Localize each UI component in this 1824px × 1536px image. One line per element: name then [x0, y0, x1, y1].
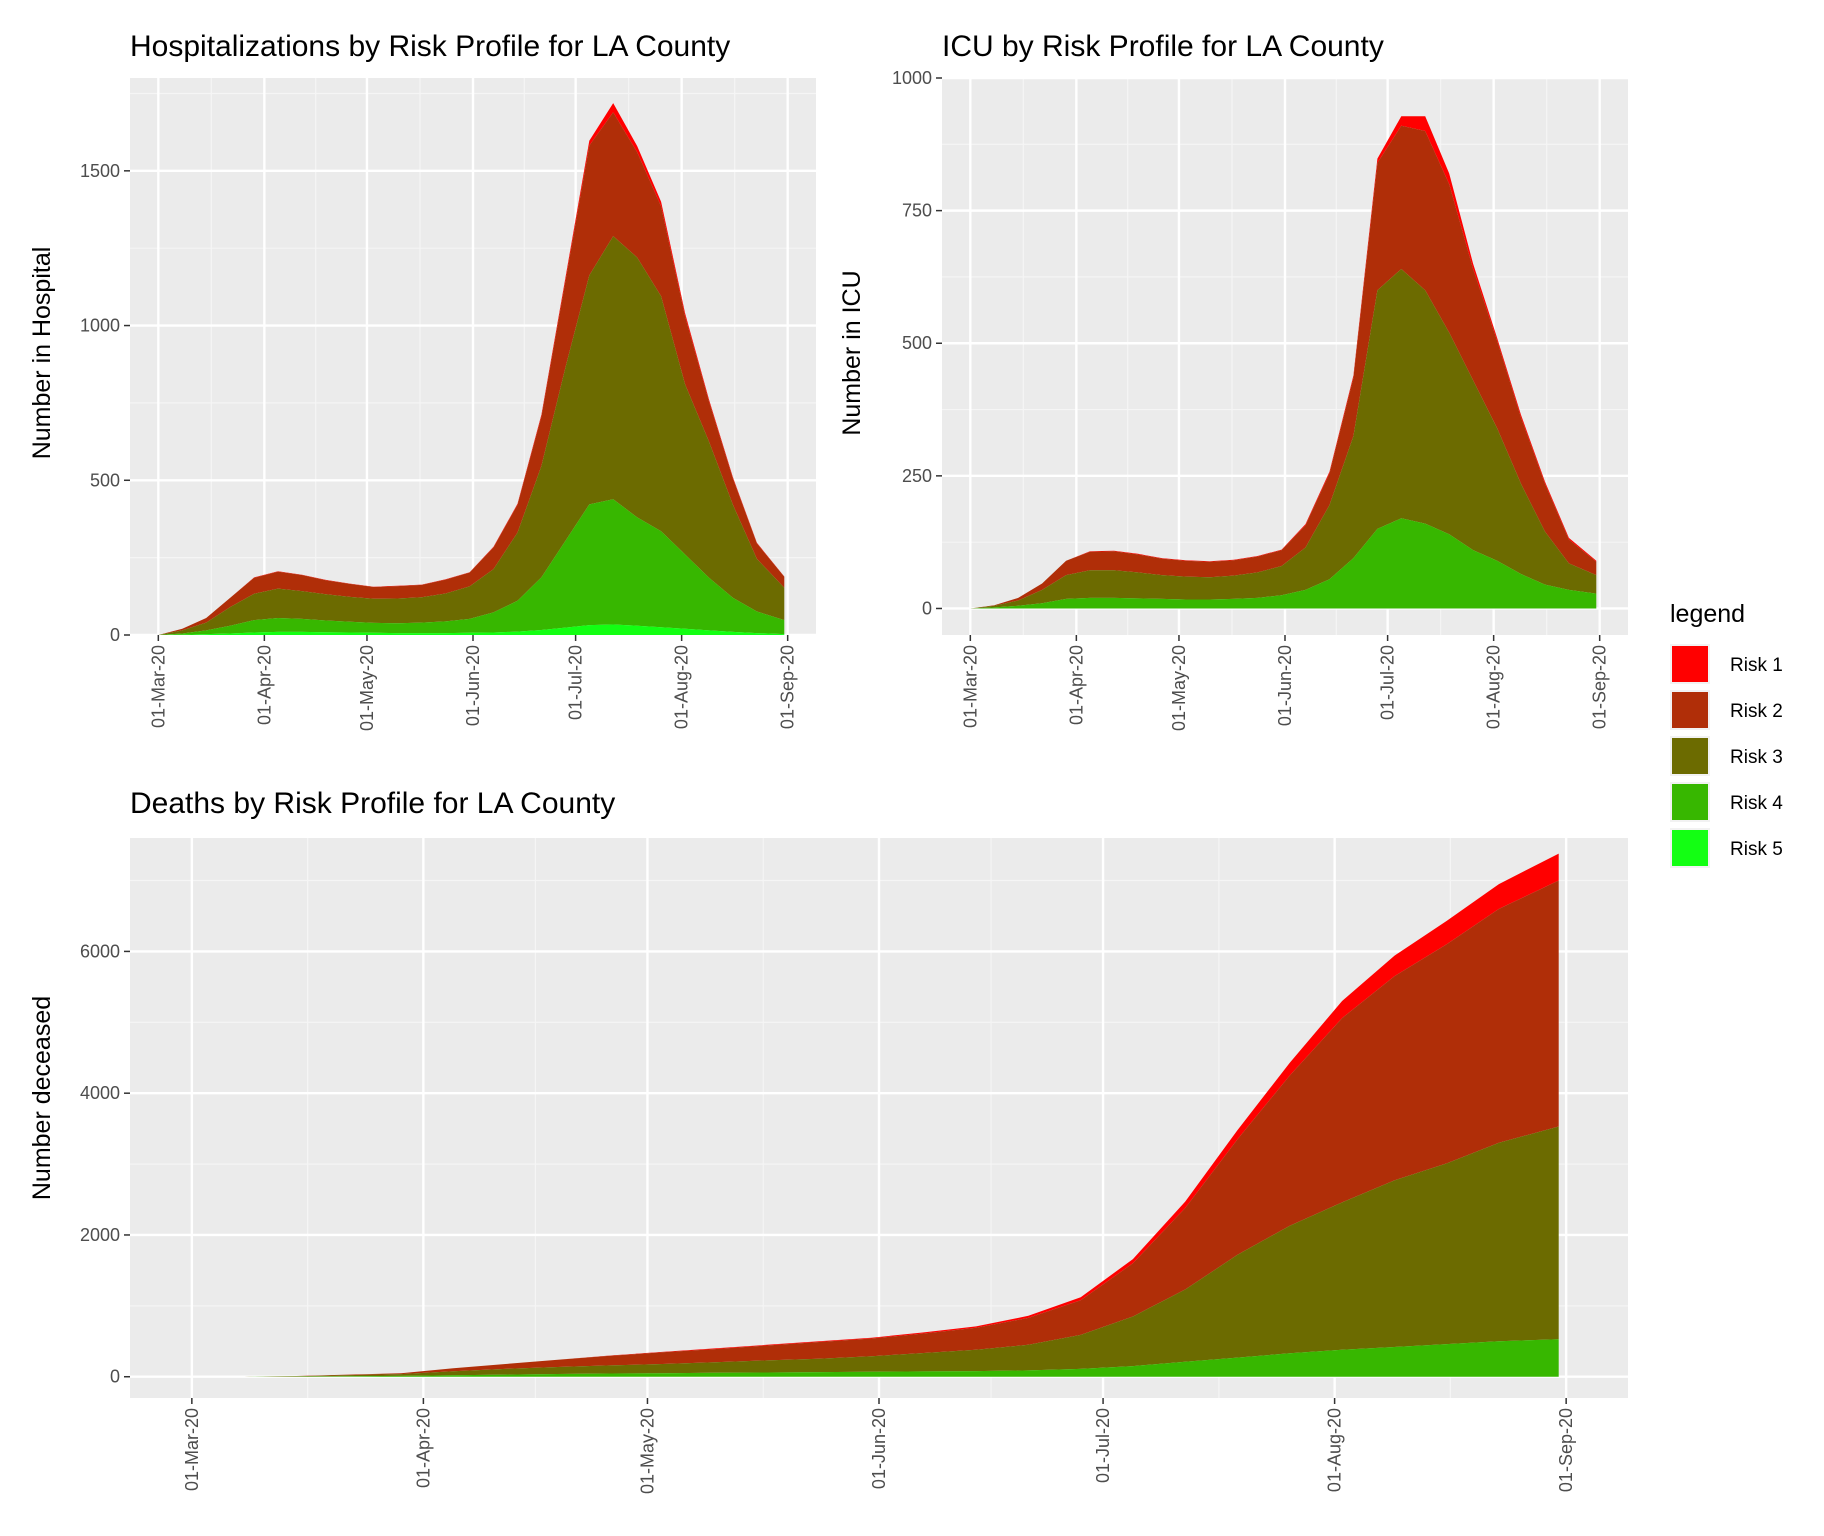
- deaths-x-tick-label: 01-Mar-20: [182, 1408, 202, 1491]
- legend-swatch-risk-2: [1672, 692, 1708, 728]
- hospitalizations-area-risk-2: [158, 112, 785, 636]
- hospitalizations-area-risk-3: [158, 236, 785, 635]
- hospitalizations-y-tick-label: 1000: [80, 316, 120, 336]
- icu-y-tick-label: 1000: [892, 68, 932, 88]
- legend-label-risk-2: Risk 2: [1730, 701, 1783, 722]
- icu-x-tick-label: 01-Mar-20: [960, 645, 980, 728]
- icu-y-tick-label: 0: [922, 598, 932, 618]
- legend: legend Risk 1 Risk 2 Risk 3 Risk 4 Risk 5: [1670, 600, 1783, 868]
- deaths-x-tick-label: 01-Jul-20: [1093, 1408, 1113, 1483]
- deaths-x-tick-label: 01-Aug-20: [1325, 1408, 1345, 1492]
- deaths-x-tick-label: 01-May-20: [637, 1408, 657, 1494]
- hospitalizations-x-tick-label: 01-Jun-20: [463, 645, 483, 726]
- icu-area-risk-3: [970, 269, 1597, 609]
- legend-label-risk-5: Risk 5: [1730, 839, 1783, 860]
- deaths-panel: Deaths by Risk Profile for LA County Num…: [28, 787, 1628, 1494]
- deaths-area-risk-4: [191, 1339, 1559, 1377]
- icu-y-axis-label: Number in ICU: [838, 270, 866, 435]
- deaths-y-tick-label: 0: [110, 1367, 120, 1387]
- hospitalizations-plot-area: 0 500 1000 1500 01-Mar-20 01-Apr-20 01-May-20 0…: [80, 78, 816, 731]
- hospitalizations-area-risk-5: [158, 624, 785, 635]
- hospitalizations-y-axis-label: Number in Hospital: [28, 247, 56, 460]
- icu-y-tick-label: 750: [902, 201, 932, 221]
- icu-x-tick-label: 01-Jun-20: [1275, 645, 1295, 726]
- deaths-y-tick-label: 2000: [80, 1225, 120, 1245]
- legend-label-risk-3: Risk 3: [1730, 747, 1783, 768]
- hospitalizations-title: Hospitalizations by Risk Profile for LA …: [130, 30, 730, 63]
- legend-swatch-risk-5: [1672, 830, 1708, 866]
- icu-area-risk-2: [970, 125, 1597, 609]
- deaths-x-tick-label: 01-Sep-20: [1556, 1408, 1576, 1492]
- deaths-y-tick-label: 6000: [80, 941, 120, 961]
- hospitalizations-y-tick-label: 500: [90, 470, 120, 490]
- hospitalizations-y-tick-label: 1500: [80, 161, 120, 181]
- hospitalizations-x-tick-label: 01-Sep-20: [778, 645, 798, 729]
- hospitalizations-x-tick-label: 01-Mar-20: [148, 645, 168, 728]
- deaths-x-tick-label: 01-Apr-20: [413, 1408, 433, 1488]
- icu-x-tick-label: 01-Aug-20: [1484, 645, 1504, 729]
- deaths-y-axis-label: Number deceased: [28, 996, 56, 1200]
- legend-swatch-risk-4: [1672, 784, 1708, 820]
- hospitalizations-x-tick-label: 01-Apr-20: [254, 645, 274, 725]
- icu-y-tick-label: 500: [902, 333, 932, 353]
- hospitalizations-area-risk-4: [158, 499, 785, 635]
- hospitalizations-panel: Hospitalizations by Risk Profile for LA …: [28, 30, 816, 731]
- deaths-area-risk-2: [191, 880, 1559, 1377]
- icu-panel: ICU by Risk Profile for LA County Number…: [838, 30, 1628, 731]
- hospitalizations-y-tick-label: 0: [110, 625, 120, 645]
- legend-swatch-risk-1: [1672, 646, 1708, 682]
- icu-x-tick-label: 01-Sep-20: [1590, 645, 1610, 729]
- icu-title: ICU by Risk Profile for LA County: [942, 30, 1384, 63]
- icu-x-tick-label: 01-May-20: [1169, 645, 1189, 731]
- deaths-area-risk-3: [191, 1126, 1559, 1377]
- legend-swatch-risk-3: [1672, 738, 1708, 774]
- deaths-title: Deaths by Risk Profile for LA County: [130, 787, 615, 820]
- legend-title: legend: [1670, 600, 1745, 628]
- deaths-y-tick-label: 4000: [80, 1083, 120, 1103]
- legend-label-risk-1: Risk 1: [1730, 655, 1783, 676]
- icu-plot-area: 0 250 500 750 1000 01-Mar-20 01-Apr-20 01-May-2…: [892, 68, 1628, 731]
- legend-label-risk-4: Risk 4: [1730, 793, 1783, 814]
- hospitalizations-x-tick-label: 01-May-20: [357, 645, 377, 731]
- icu-x-tick-label: 01-Apr-20: [1066, 645, 1086, 725]
- icu-area-risk-4: [970, 518, 1597, 609]
- icu-y-tick-label: 250: [902, 466, 932, 486]
- hospitalizations-x-tick-label: 01-Jul-20: [566, 645, 586, 720]
- icu-x-tick-label: 01-Jul-20: [1378, 645, 1398, 720]
- hospitalizations-x-tick-label: 01-Aug-20: [672, 645, 692, 729]
- legend-items: Risk 1 Risk 2 Risk 3 Risk 4 Risk 5: [1670, 644, 1783, 868]
- deaths-plot-area: 0 2000 4000 6000 01-Mar-20 01-Apr-20 01-May-20…: [80, 838, 1628, 1494]
- deaths-x-tick-label: 01-Jun-20: [869, 1408, 889, 1489]
